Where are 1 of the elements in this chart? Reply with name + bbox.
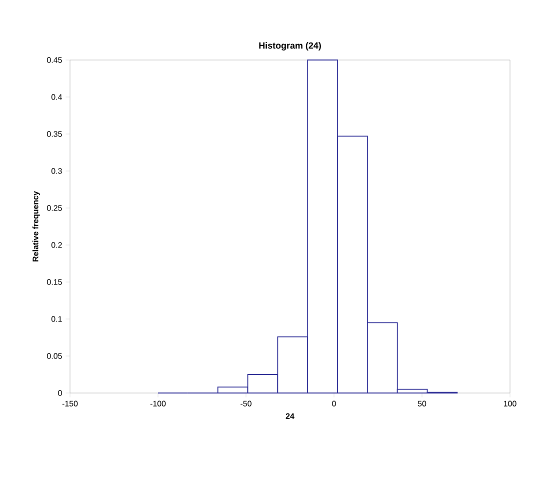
chart-title: Histogram (24) — [259, 42, 321, 51]
